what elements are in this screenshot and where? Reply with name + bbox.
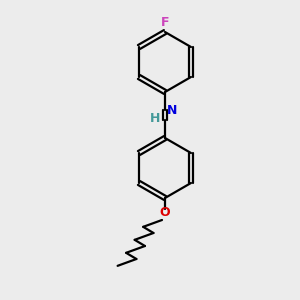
Text: F: F (161, 16, 169, 29)
Text: H: H (150, 112, 160, 125)
Text: N: N (167, 104, 177, 118)
Text: O: O (160, 206, 170, 218)
